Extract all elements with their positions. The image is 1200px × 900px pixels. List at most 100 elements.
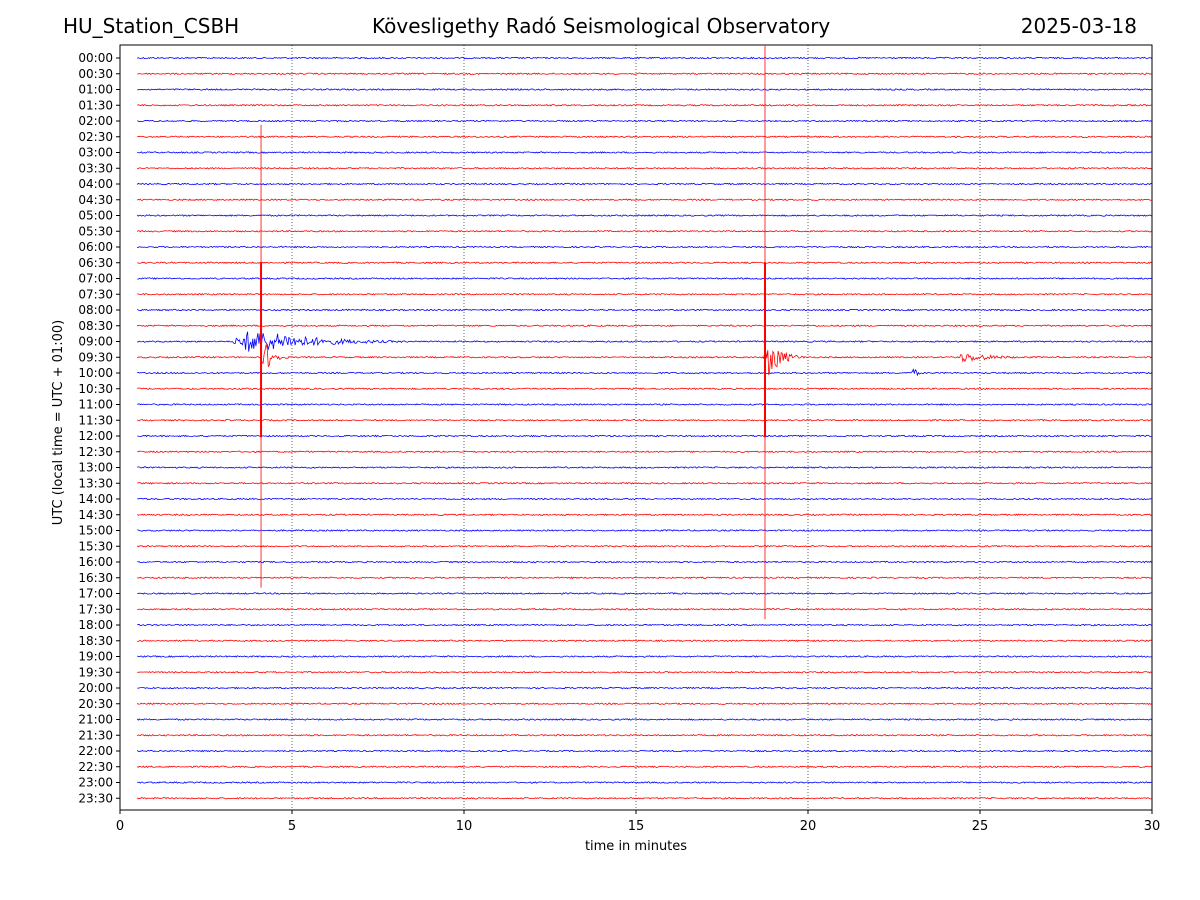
trace-line xyxy=(137,781,1152,784)
trace-line xyxy=(137,560,1153,564)
trace-line xyxy=(137,529,1152,532)
y-tick-label: 08:00 xyxy=(78,303,113,317)
trace-line xyxy=(137,466,1152,469)
trace-line xyxy=(137,623,1152,627)
trace-line xyxy=(136,229,1152,233)
x-axis-label: time in minutes xyxy=(585,839,687,854)
trace-line xyxy=(137,103,1152,107)
y-tick-label: 15:00 xyxy=(78,524,113,538)
trace-line xyxy=(136,796,1152,800)
y-tick-label: 05:00 xyxy=(78,209,113,223)
y-tick-label: 22:00 xyxy=(78,744,113,758)
trace-line xyxy=(137,88,1152,91)
trace-line xyxy=(136,182,1152,186)
y-tick-label: 19:30 xyxy=(78,665,113,679)
y-tick-label: 13:00 xyxy=(78,461,113,475)
y-tick-label: 05:30 xyxy=(78,224,113,238)
y-tick-label: 01:30 xyxy=(78,98,113,112)
y-tick-label: 23:30 xyxy=(78,791,113,805)
y-tick-label: 14:00 xyxy=(78,492,113,506)
y-tick-label: 06:00 xyxy=(78,240,113,254)
y-tick-label: 21:00 xyxy=(78,713,113,727)
y-tick-label: 02:00 xyxy=(78,114,113,128)
y-tick-label: 02:30 xyxy=(78,130,113,144)
y-tick-label: 22:30 xyxy=(78,760,113,774)
trace-line xyxy=(137,576,1152,580)
y-tick-label: 01:00 xyxy=(78,83,113,97)
y-tick-label: 09:00 xyxy=(78,335,113,349)
y-tick-label: 10:00 xyxy=(78,366,113,380)
trace-line xyxy=(137,403,1152,406)
trace-line xyxy=(137,135,1152,139)
y-tick-label: 07:30 xyxy=(78,287,113,301)
trace-line xyxy=(137,151,1152,154)
y-tick-label: 11:00 xyxy=(78,398,113,412)
y-tick-label: 16:00 xyxy=(78,555,113,569)
y-tick-label: 00:30 xyxy=(78,67,113,81)
y-tick-label: 18:00 xyxy=(78,618,113,632)
trace-line xyxy=(137,592,1152,595)
trace-line xyxy=(137,607,1152,611)
trace-line xyxy=(136,513,1152,517)
trace-line xyxy=(136,418,1152,422)
y-tick-label: 14:30 xyxy=(78,508,113,522)
y-tick-label: 17:00 xyxy=(78,587,113,601)
trace-line xyxy=(137,119,1152,123)
y-tick-label: 23:00 xyxy=(78,776,113,790)
trace-line xyxy=(137,261,1152,265)
trace-line xyxy=(136,214,1152,217)
trace-line xyxy=(136,166,1152,170)
y-tick-label: 17:30 xyxy=(78,602,113,616)
y-tick-label: 21:30 xyxy=(78,728,113,742)
station-name: HU_Station_CSBH xyxy=(63,14,240,38)
trace-line xyxy=(137,434,1152,438)
trace-line xyxy=(137,344,1152,376)
y-tick-label: 08:30 xyxy=(78,319,113,333)
trace-line xyxy=(137,481,1152,485)
trace-line xyxy=(136,733,1153,737)
trace-line xyxy=(136,749,1152,753)
y-tick-label: 15:30 xyxy=(78,539,113,553)
trace-line xyxy=(137,655,1152,658)
trace-line xyxy=(137,670,1152,674)
x-tick-label: 10 xyxy=(456,819,473,834)
y-tick-label: 18:30 xyxy=(78,634,113,648)
trace-line xyxy=(136,544,1152,548)
y-tick-label: 03:30 xyxy=(78,161,113,175)
trace-line xyxy=(137,245,1152,249)
trace-line xyxy=(137,368,1152,377)
y-tick-label: 20:00 xyxy=(78,681,113,695)
y-tick-label: 03:00 xyxy=(78,146,113,160)
trace-line xyxy=(136,765,1152,769)
x-tick-label: 5 xyxy=(288,819,296,834)
trace-line xyxy=(137,450,1152,454)
trace-line xyxy=(137,292,1152,296)
trace-line xyxy=(137,497,1152,501)
trace-line xyxy=(137,639,1152,643)
y-tick-label: 10:30 xyxy=(78,382,113,396)
trace-line xyxy=(137,686,1152,690)
observatory-title: Kövesligethy Radó Seismological Observat… xyxy=(372,14,831,38)
trace-line xyxy=(136,324,1152,328)
y-tick-label: 06:30 xyxy=(78,256,113,270)
y-tick-label: 11:30 xyxy=(78,413,113,427)
y-tick-label: 09:30 xyxy=(78,350,113,364)
trace-line xyxy=(137,277,1152,280)
trace-line xyxy=(136,702,1152,706)
y-tick-label: 13:30 xyxy=(78,476,113,490)
x-tick-label: 20 xyxy=(800,819,817,834)
y-tick-label: 19:00 xyxy=(78,650,113,664)
x-tick-label: 0 xyxy=(116,819,124,834)
y-axis-label: UTC (local time = UTC + 01:00) xyxy=(51,320,66,525)
trace-line xyxy=(136,308,1152,312)
x-tick-label: 30 xyxy=(1144,819,1161,834)
y-tick-label: 12:30 xyxy=(78,445,113,459)
trace-line xyxy=(137,72,1152,76)
trace-line xyxy=(137,387,1152,391)
x-tick-label: 25 xyxy=(972,819,989,834)
y-tick-label: 12:00 xyxy=(78,429,113,443)
trace-line xyxy=(137,331,1152,352)
x-tick-label: 15 xyxy=(628,819,645,834)
y-tick-label: 04:00 xyxy=(78,177,113,191)
